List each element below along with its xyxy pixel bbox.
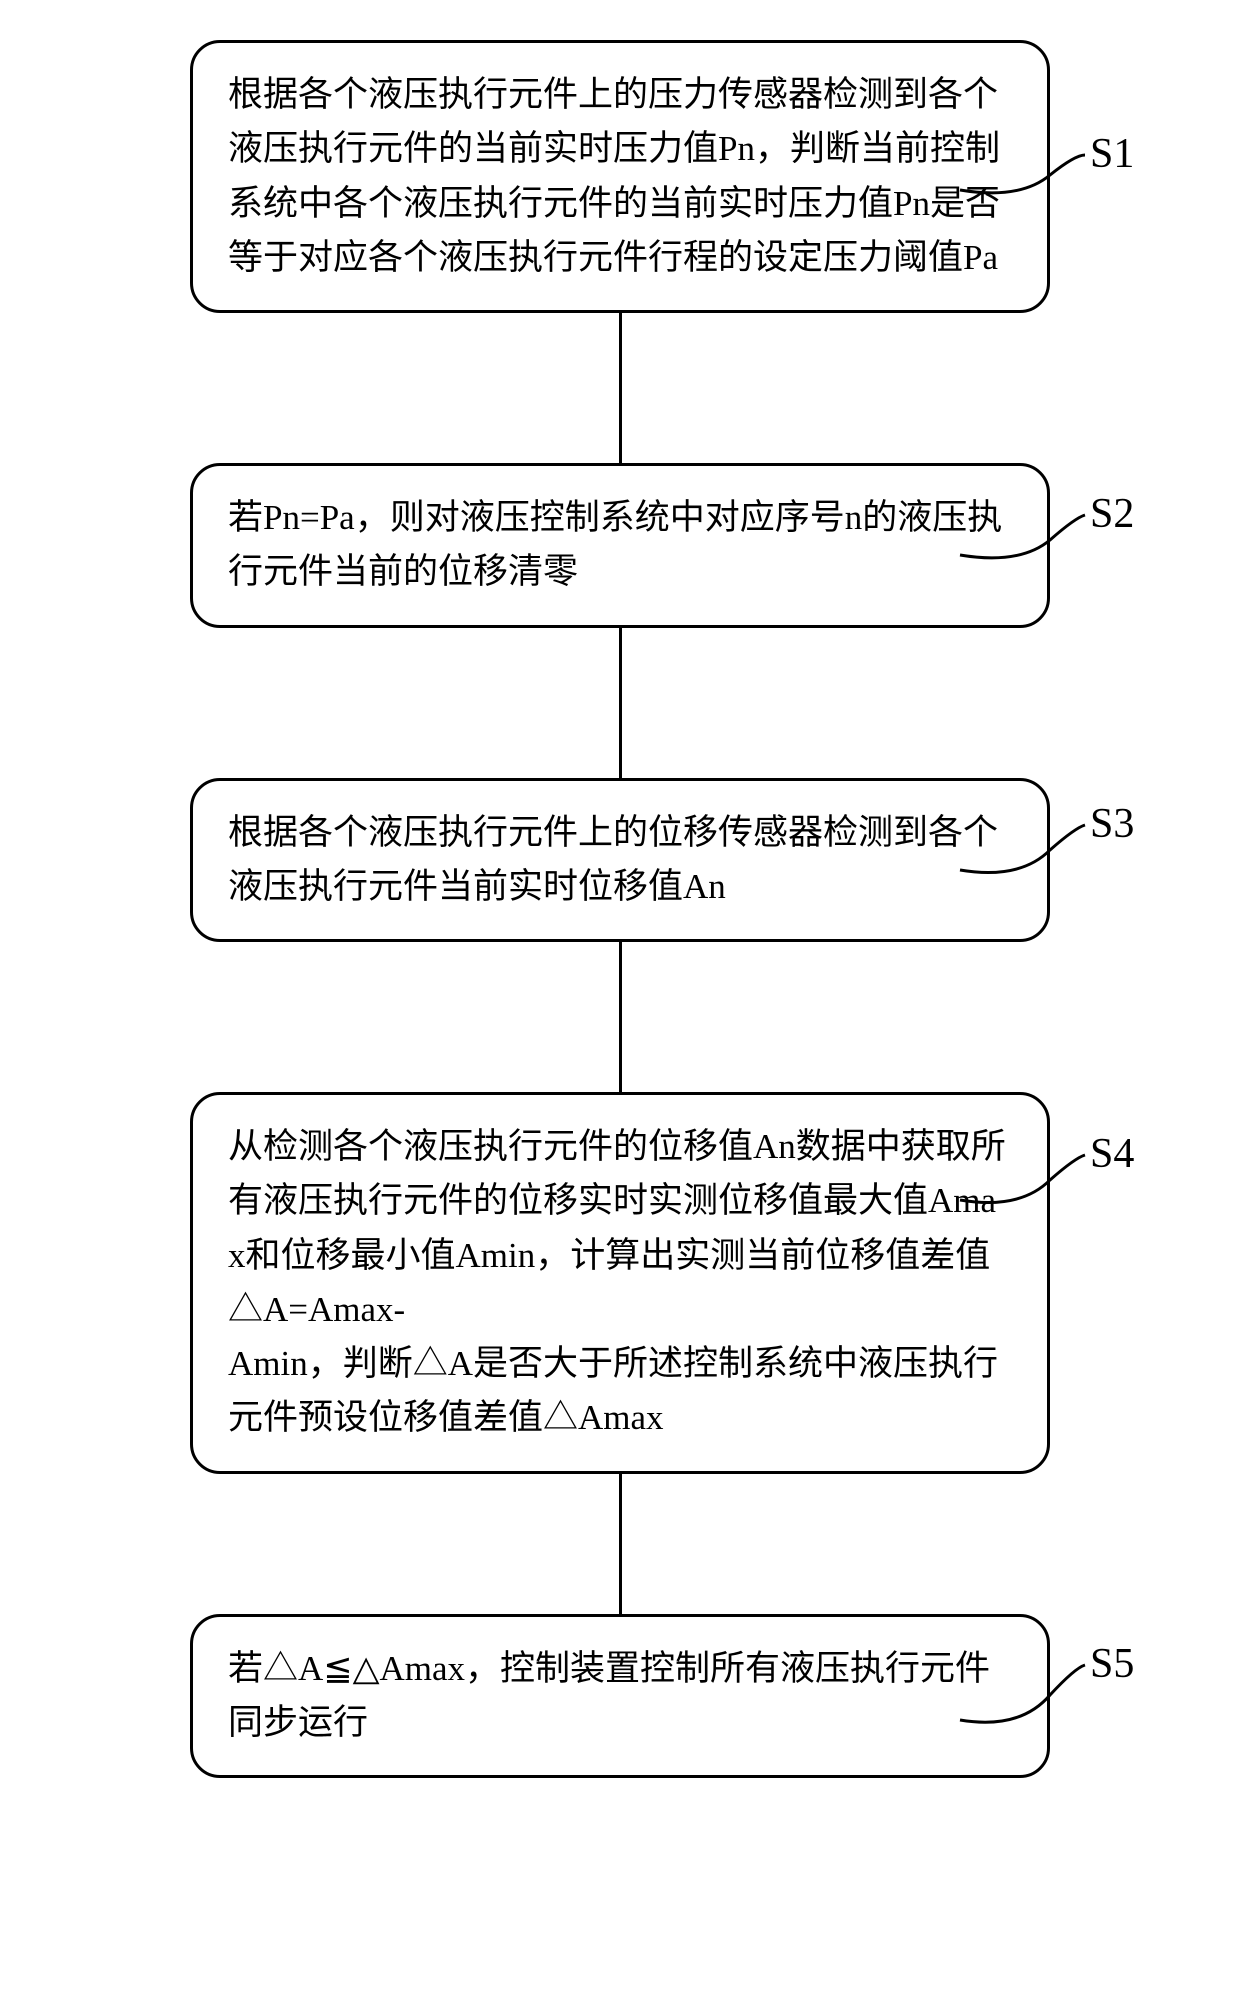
connector-s2-s3 <box>619 628 622 778</box>
step-label-s4: S4 <box>1090 1130 1134 1178</box>
connector-s1-s2 <box>619 313 622 463</box>
step-label-s5: S5 <box>1090 1640 1134 1688</box>
step-box-s3: 根据各个液压执行元件上的位移传感器检测到各个液压执行元件当前实时位移值An <box>190 778 1050 943</box>
connector-s4-s5 <box>619 1474 622 1614</box>
step-box-s5: 若△A≦△Amax，控制装置控制所有液压执行元件同步运行 <box>190 1614 1050 1779</box>
step-box-s2: 若Pn=Pa，则对液压控制系统中对应序号n的液压执行元件当前的位移清零 <box>190 463 1050 628</box>
flowchart-container: 根据各个液压执行元件上的压力传感器检测到各个液压执行元件的当前实时压力值Pn，判… <box>100 40 1140 1778</box>
step-text: 若Pn=Pa，则对液压控制系统中对应序号n的液压执行元件当前的位移清零 <box>228 498 1002 591</box>
step-text: 根据各个液压执行元件上的位移传感器检测到各个液压执行元件当前实时位移值An <box>228 813 998 906</box>
step-label-s3: S3 <box>1090 800 1134 848</box>
step-box-s1: 根据各个液压执行元件上的压力传感器检测到各个液压执行元件的当前实时压力值Pn，判… <box>190 40 1050 313</box>
step-text: 若△A≦△Amax，控制装置控制所有液压执行元件同步运行 <box>228 1649 990 1742</box>
connector-s3-s4 <box>619 942 622 1092</box>
step-label-s1: S1 <box>1090 130 1134 178</box>
step-label-s2: S2 <box>1090 490 1134 538</box>
step-box-s4: 从检测各个液压执行元件的位移值An数据中获取所有液压执行元件的位移实时实测位移值… <box>190 1092 1050 1474</box>
step-text: 根据各个液压执行元件上的压力传感器检测到各个液压执行元件的当前实时压力值Pn，判… <box>228 75 1000 277</box>
step-text: 从检测各个液压执行元件的位移值An数据中获取所有液压执行元件的位移实时实测位移值… <box>228 1127 1006 1437</box>
